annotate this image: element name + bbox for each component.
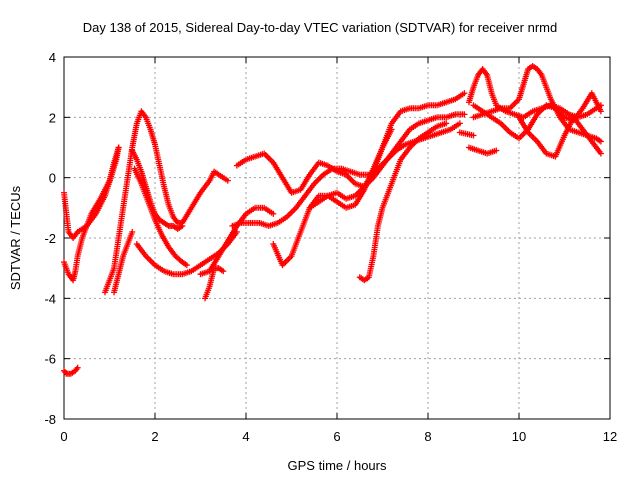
x-tick-label: 12 [603, 429, 617, 444]
x-ticks: 0 2 4 6 8 10 12 [60, 57, 617, 444]
grid [64, 57, 610, 419]
y-tick-label: -2 [44, 231, 56, 246]
data-point [224, 177, 231, 184]
y-tick-label: -6 [44, 352, 56, 367]
data-point [597, 138, 604, 145]
data-point [183, 262, 190, 269]
y-tick-label: -8 [44, 412, 56, 427]
x-tick-label: 0 [60, 429, 67, 444]
data-point [270, 210, 277, 217]
x-tick-label: 10 [512, 429, 526, 444]
data-point [115, 144, 122, 151]
data-point [220, 268, 227, 275]
y-tick-label: 4 [49, 50, 56, 65]
y-ticks: -8 -6 -4 -2 0 2 4 [44, 50, 610, 427]
x-tick-label: 2 [151, 429, 158, 444]
data-point [597, 150, 604, 157]
data-point [461, 111, 468, 118]
x-tick-label: 6 [333, 429, 340, 444]
x-tick-label: 4 [242, 429, 249, 444]
data-points [61, 63, 604, 377]
data-point [129, 228, 136, 235]
data-point [388, 126, 395, 133]
x-axis-label: GPS time / hours [288, 458, 387, 473]
data-point [470, 132, 477, 139]
y-tick-label: -4 [44, 291, 56, 306]
y-axis-label: SDTVAR / TECUs [8, 185, 23, 290]
data-point [443, 120, 450, 127]
data-point [179, 222, 186, 229]
y-tick-label: 0 [49, 171, 56, 186]
data-point [597, 108, 604, 115]
x-tick-label: 8 [424, 429, 431, 444]
data-point [461, 90, 468, 97]
data-point [74, 364, 81, 371]
y-tick-label: 2 [49, 110, 56, 125]
chart-title: Day 138 of 2015, Sidereal Day-to-day VTE… [83, 20, 557, 35]
data-point [456, 120, 463, 127]
data-point [493, 147, 500, 154]
